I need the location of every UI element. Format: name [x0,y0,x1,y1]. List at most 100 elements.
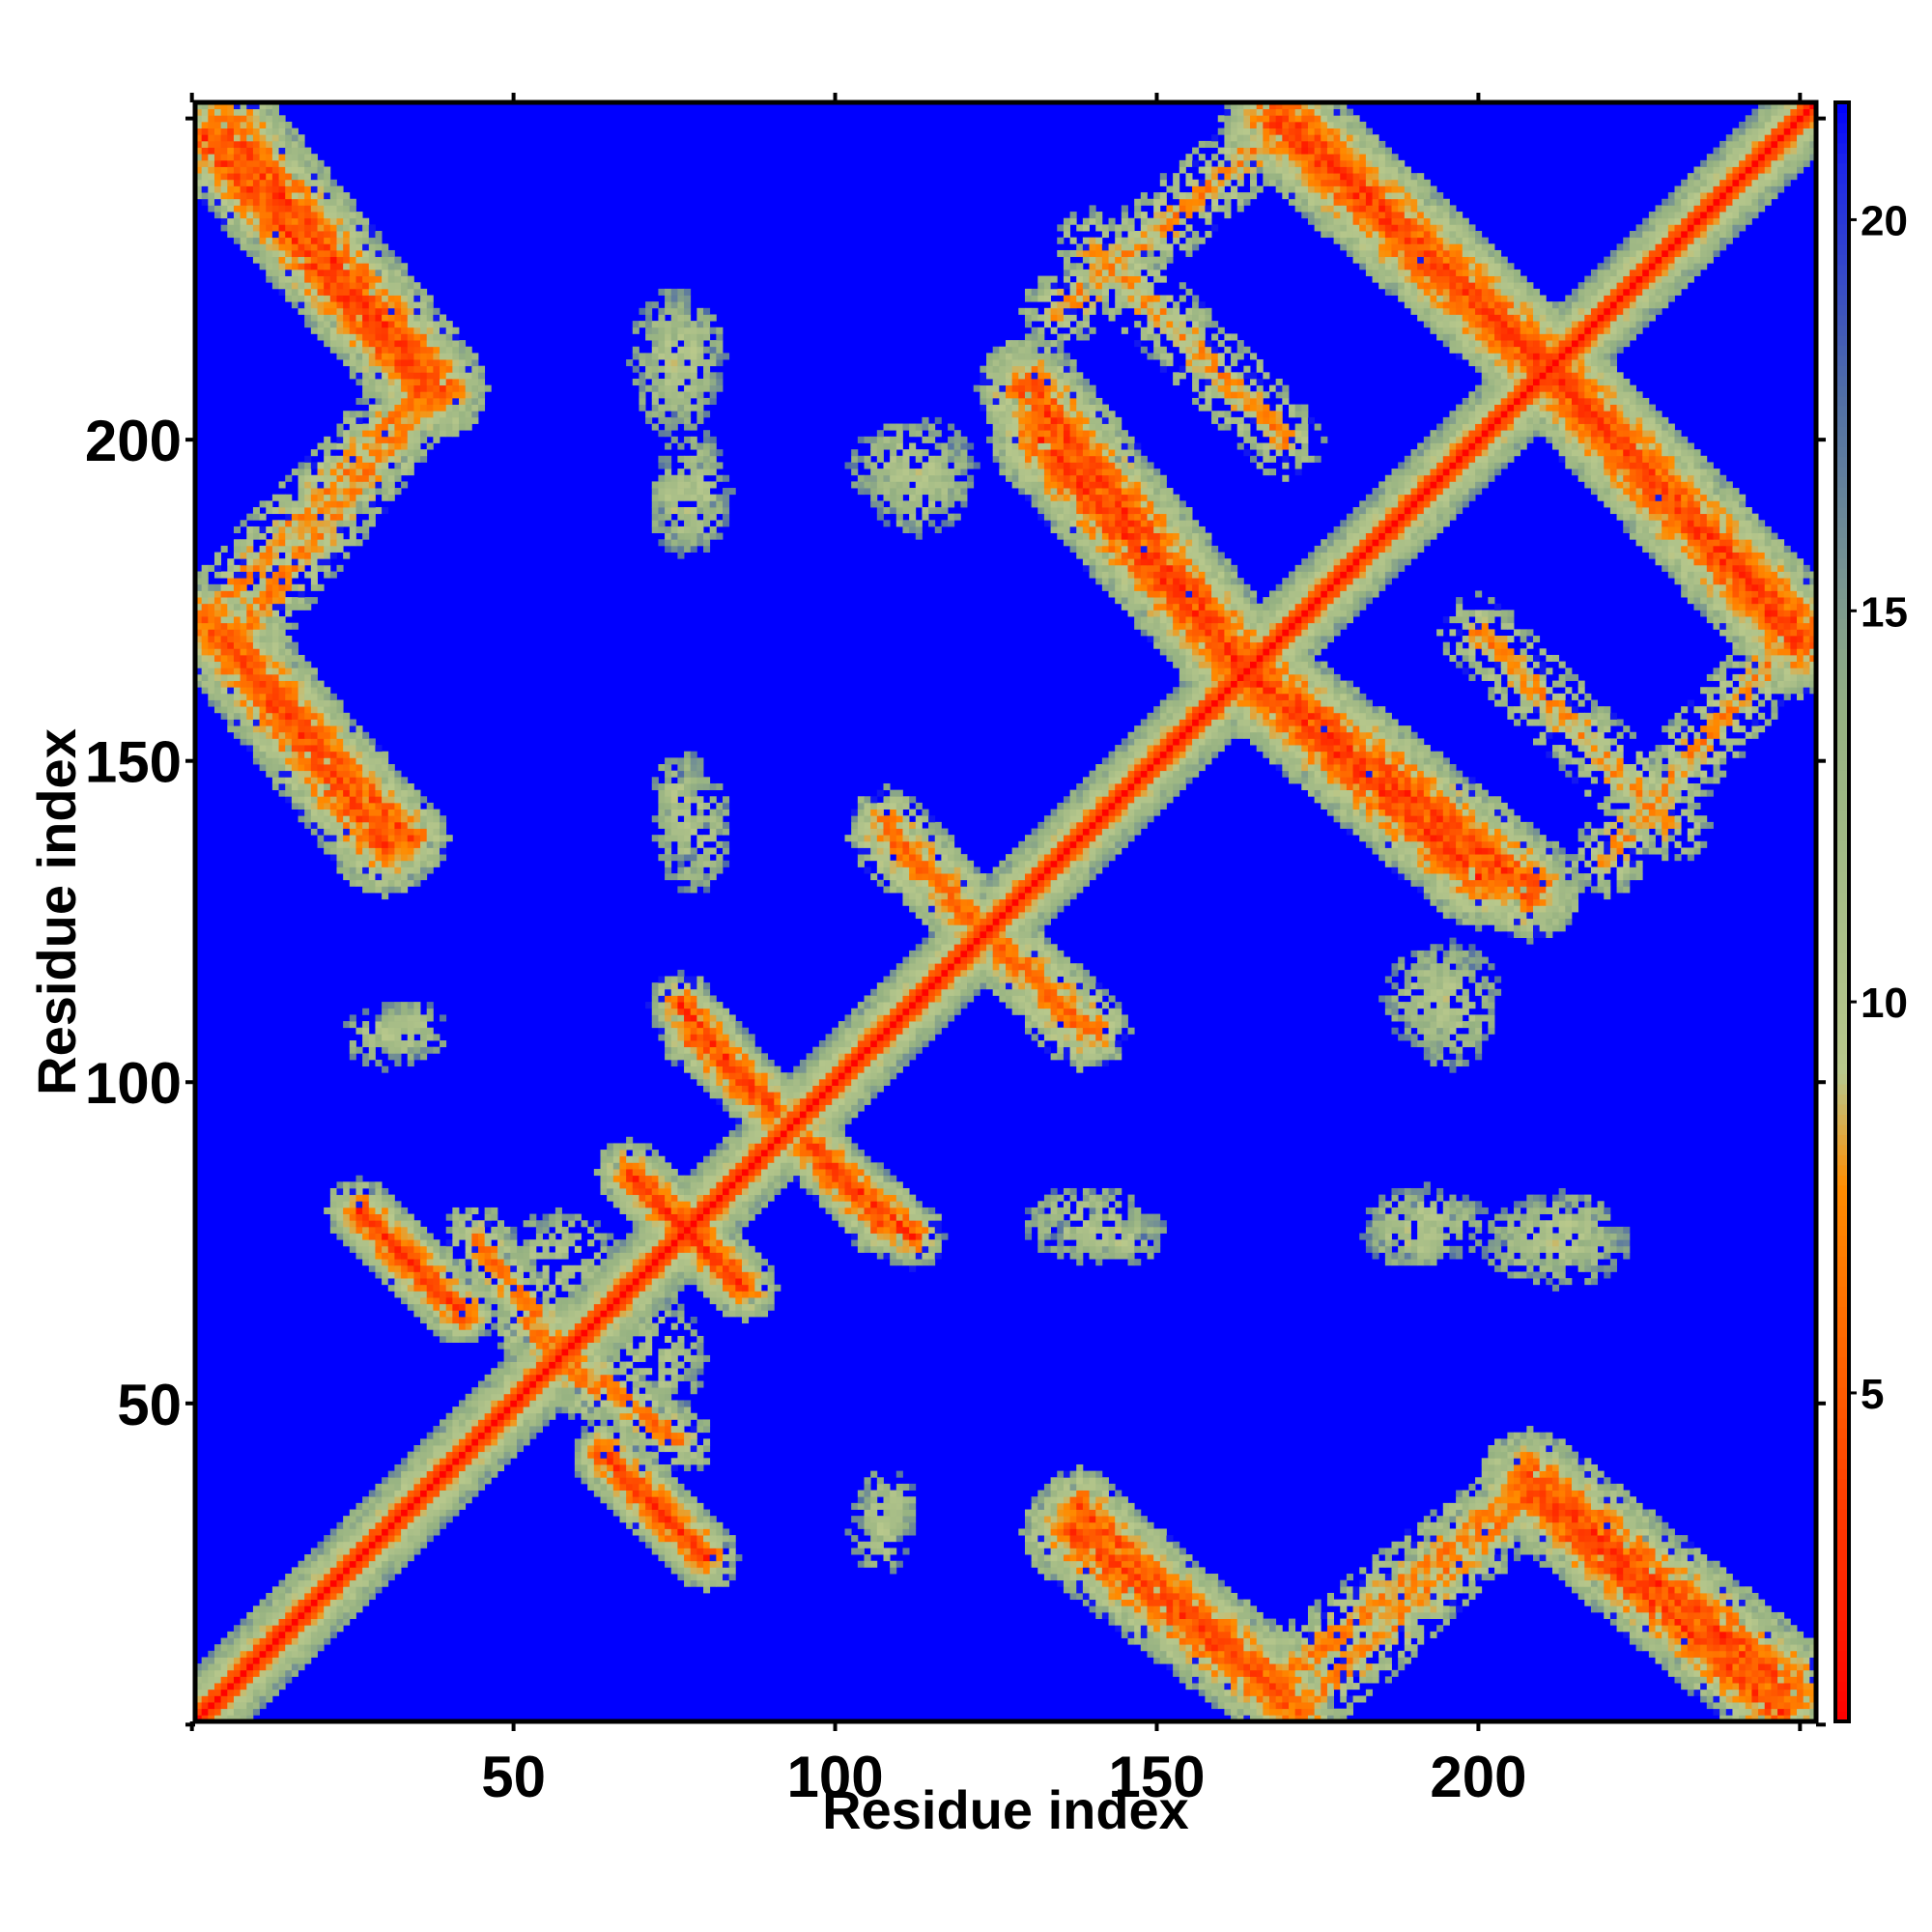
heatmap-cell [1771,1695,1778,1703]
heatmap-cell [670,1278,678,1286]
heatmap-cell [1616,1509,1624,1517]
heatmap-cell [387,1245,395,1253]
heatmap-cell [1082,1245,1090,1253]
heatmap-cell [665,1406,672,1414]
heatmap-cell [1108,1252,1116,1260]
heatmap-cell [1751,1637,1759,1645]
heatmap-cell [445,1496,453,1504]
heatmap-cell [387,1470,395,1478]
heatmap-cell [651,1426,659,1434]
heatmap-cell [491,1264,498,1272]
heatmap-cell [1590,1483,1598,1491]
heatmap-cell [220,1702,228,1710]
heatmap-cell [1616,1496,1624,1504]
heatmap-cell [612,1393,620,1401]
heatmap-cell [510,1406,518,1414]
heatmap-cell [1642,1586,1650,1594]
heatmap-cell [587,1368,595,1376]
heatmap-cell [677,1451,685,1459]
heatmap-cell [452,1458,460,1465]
heatmap-cell [1790,1644,1798,1652]
heatmap-cell [581,1393,588,1401]
heatmap-cell [1243,1715,1251,1722]
heatmap-cell [1294,1695,1302,1703]
heatmap-cell [1236,1618,1244,1626]
heatmap-cell [665,1502,672,1510]
heatmap-cell [1179,1618,1186,1626]
heatmap-cell [1468,1592,1476,1601]
heatmap-cell [1346,1574,1353,1581]
heatmap-cell [1713,1689,1720,1696]
heatmap-cell [1236,1663,1244,1671]
heatmap-cell [1101,1541,1109,1548]
heatmap-cell [1121,1535,1128,1543]
heatmap-cell [1037,1521,1045,1529]
heatmap-cell [1423,1574,1431,1581]
heatmap-cell [343,1528,351,1536]
heatmap-cell [1764,1683,1772,1690]
heatmap-cell [1468,1535,1476,1543]
heatmap-cell [632,1278,639,1286]
heatmap-cell [1635,1579,1650,1587]
heatmap-cell [561,1329,569,1337]
heatmap-cell [645,1406,653,1414]
heatmap-cell [883,1239,891,1247]
heatmap-cell [266,1689,273,1696]
heatmap-cell [1590,1560,1598,1568]
heatmap-cell [1488,1463,1495,1472]
heatmap-cell [1642,1625,1650,1633]
heatmap-cell [1179,1592,1186,1601]
heatmap-cell [1449,1502,1457,1510]
heatmap-cell [1635,1592,1643,1601]
heatmap-cell [407,1535,414,1543]
heatmap-cell [658,1463,666,1472]
heatmap-cell [1681,1657,1689,1664]
heatmap-cell [670,1560,678,1568]
heatmap-cell [1442,1611,1450,1619]
heatmap-cell [619,1252,634,1260]
heatmap-cell [477,1310,486,1318]
heatmap-cell [1205,1669,1212,1677]
heatmap-cell [1231,1657,1238,1664]
heatmap-cell [497,1329,505,1337]
heatmap-cell [1269,1637,1277,1645]
heatmap-cell [1153,1637,1161,1645]
heatmap-cell [554,1322,562,1330]
heatmap-cell [471,1303,479,1311]
heatmap-cell [632,1239,639,1247]
heatmap-cell [670,1490,678,1497]
heatmap-cell [1340,1637,1348,1645]
heatmap-cell [1269,1708,1277,1716]
heatmap-cell [1558,1567,1566,1575]
heatmap-cell [626,1400,634,1407]
heatmap-cell [387,1483,395,1491]
heatmap-cell [1211,1611,1219,1619]
heatmap-cell [1115,1574,1122,1581]
heatmap-cell [1571,1521,1579,1529]
heatmap-cell [574,1445,582,1453]
heatmap-cell [503,1426,511,1434]
heatmap-cell [1275,1650,1283,1658]
heatmap-cell [716,1579,724,1587]
heatmap-cell [1359,1644,1367,1652]
heatmap-cell [619,1490,627,1497]
heatmap-cell [1597,1496,1605,1504]
heatmap-cell [709,1521,717,1529]
heatmap-cell [1739,1605,1747,1613]
heatmap-cell [1179,1637,1186,1645]
heatmap-cell [1526,1496,1534,1504]
heatmap-cell [1384,1245,1392,1253]
heatmap-cell [1173,1644,1180,1652]
heatmap-cell [735,1554,743,1562]
heatmap-cell [1410,1574,1418,1581]
heatmap-cell [465,1406,472,1414]
heatmap-cell [703,1291,711,1298]
heatmap-cell [632,1393,639,1401]
heatmap-cell [497,1310,505,1318]
heatmap-cell [1224,1708,1232,1716]
heatmap-cell [433,1516,440,1523]
heatmap-cell [1681,1599,1689,1606]
heatmap-cell [1147,1637,1154,1645]
heatmap-cell [1108,1567,1116,1575]
heatmap-cell [1043,1560,1052,1568]
